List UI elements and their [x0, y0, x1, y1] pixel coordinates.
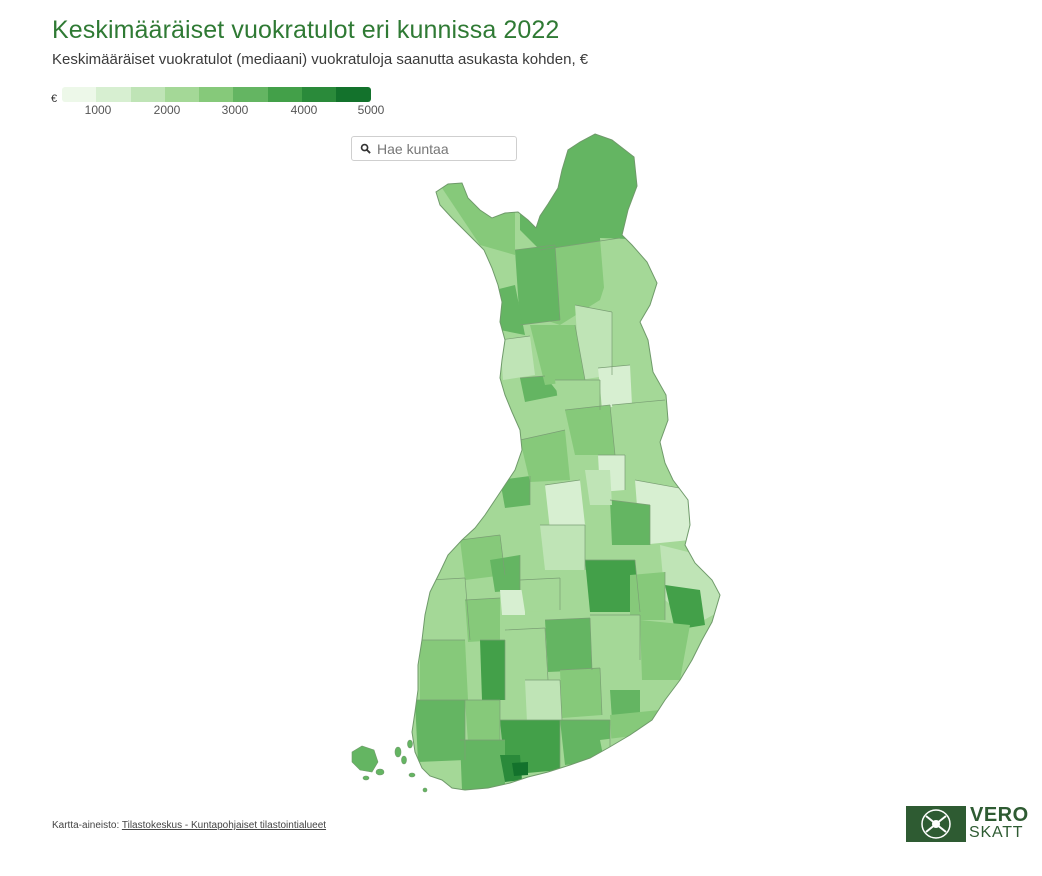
legend-swatch [302, 87, 337, 102]
legend-swatch [130, 87, 165, 102]
source-label: Kartta-aineisto: [52, 820, 120, 831]
legend-swatch [233, 87, 268, 102]
legend-swatch [164, 87, 200, 102]
legend-tick-label: 5000 [357, 103, 385, 117]
legend-tick-label: 4000 [290, 103, 318, 117]
legend-swatch [336, 87, 371, 102]
page-title: Keskimääräiset vuokratulot eri kunnissa … [52, 16, 560, 44]
emblem-icon [921, 809, 951, 839]
legend-swatch [199, 87, 234, 102]
municipality-borders [415, 237, 691, 770]
search-input[interactable] [377, 140, 507, 157]
legend-swatch [62, 87, 97, 102]
color-legend [62, 87, 371, 102]
legend-tick-label: 3000 [221, 103, 249, 117]
legend-unit: € [51, 93, 58, 105]
search-icon [360, 143, 371, 154]
legend-swatch [96, 87, 131, 102]
map-source: Kartta-aineisto: Tilastokeskus - Kuntapo… [52, 820, 326, 831]
legend-tick-label: 1000 [84, 103, 112, 117]
source-link[interactable]: Tilastokeskus - Kuntapohjaiset tilastoin… [121, 820, 327, 831]
logo-emblem [906, 806, 966, 842]
municipality-regions [412, 134, 720, 790]
legend-swatch [267, 87, 303, 102]
legend-tick-label: 2000 [153, 103, 181, 117]
municipality-search[interactable] [351, 136, 517, 161]
aland-islands [351, 739, 428, 793]
vero-skatt-logo: VERO SKATT [906, 804, 1028, 842]
page-subtitle: Keskimääräiset vuokratulot (mediaani) vu… [52, 51, 589, 68]
logo-text-skatt: SKATT [969, 824, 1024, 841]
logo-text-vero: VERO [970, 804, 1029, 826]
